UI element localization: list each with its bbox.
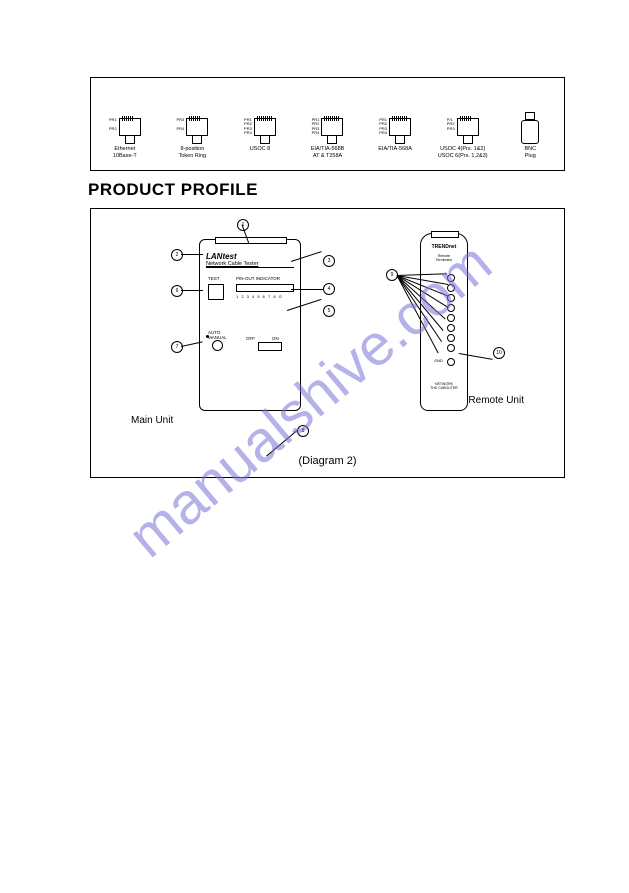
remote-led-gnd <box>447 358 455 366</box>
diagram-caption: (Diagram 2) <box>298 455 356 467</box>
remote-led-2 <box>447 284 455 292</box>
connector-token-ring: PR3 PR4 <box>159 118 227 144</box>
test-window <box>208 284 224 300</box>
pin-out-label: PIN-OUT INDICATOR <box>236 276 280 281</box>
callout-7: 7 <box>171 341 183 353</box>
remote-top-jack <box>431 231 459 238</box>
remote-led-5 <box>447 314 455 322</box>
callout-2: 2 <box>171 249 183 261</box>
callout-8: 8 <box>297 425 309 437</box>
callout-5: 5 <box>323 305 335 317</box>
power-switch <box>258 342 282 351</box>
remote-led-1 <box>447 274 455 282</box>
main-unit-brand: LANtest Network Cable Tester <box>206 252 294 268</box>
gnd-label: GND <box>434 358 443 363</box>
callout-3: 3 <box>323 255 335 267</box>
auto-button <box>212 340 223 351</box>
remote-subtitle: Remote Terminator <box>421 254 467 262</box>
callout-10: 10 <box>493 347 505 359</box>
auto-manual-label: AUTO MANUAL <box>208 330 227 340</box>
section-title: PRODUCT PROFILE <box>88 180 258 200</box>
connector-usoc4-6: P/1 PR2 PR3 <box>429 118 497 144</box>
connector-captions: Ethernet10Base-T 8-positionToken Ring US… <box>91 146 564 159</box>
connector-usoc8: PR1 PR2 PR3 PR4 <box>226 118 294 144</box>
on-label: ON <box>272 336 279 341</box>
main-unit-top-jack <box>215 237 287 244</box>
remote-unit-caption: Remote Unit <box>468 395 524 406</box>
remote-led-8 <box>447 344 455 352</box>
document-page: manualshive.com PR1 PR2 <box>0 0 629 893</box>
remote-brand: TRENDnet <box>421 244 467 250</box>
remote-led-4 <box>447 304 455 312</box>
connector-icons-row: PR1 PR2 PR3 PR4 <box>91 78 564 144</box>
connector-bnc <box>496 112 564 144</box>
remote-bottom-text: NETWORK THE CABOUTER <box>421 382 467 390</box>
main-unit-diagram: LANtest Network Cable Tester TEST PIN-OU… <box>199 239 301 411</box>
connector-568b: PR1 PR2 PR3 PR4 <box>294 118 362 144</box>
connector-ethernet: PR1 PR2 <box>91 118 159 144</box>
test-label: TEST <box>208 276 220 281</box>
pair-labels: PR1 PR2 <box>109 118 117 131</box>
product-profile-panel: Main Unit Remote Unit (Diagram 2) LANtes… <box>90 208 565 478</box>
off-label: OFF <box>246 336 255 341</box>
callout-6: 6 <box>171 285 183 297</box>
led-numbers: 1 2 3 4 5 6 7 8 G <box>236 294 283 299</box>
led-indicator-row <box>236 284 294 292</box>
main-unit-caption: Main Unit <box>131 415 173 426</box>
remote-led-6 <box>447 324 455 332</box>
callout-4: 4 <box>323 283 335 295</box>
connector-568a: PR1 PR2 PR3 PR4 <box>361 118 429 144</box>
remote-led-7 <box>447 334 455 342</box>
connectors-panel: PR1 PR2 PR3 PR4 <box>90 77 565 171</box>
